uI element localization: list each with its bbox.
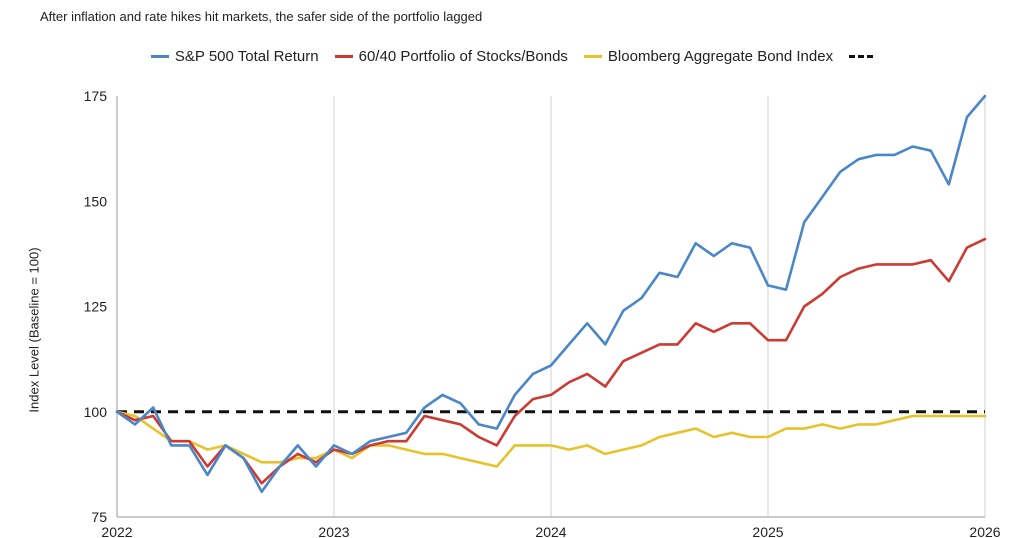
legend-label-sp500: S&P 500 Total Return <box>174 48 319 65</box>
legend-swatch-6040 <box>334 55 353 58</box>
chart-subtitle: After inflation and rate hikes hit marke… <box>40 9 483 24</box>
y-tick-label-150: 150 <box>84 193 108 209</box>
legend-item-6040[interactable]: 60/40 Portfolio of Stocks/Bonds <box>334 48 568 65</box>
x-tick-label-2024: 2024 <box>535 524 566 538</box>
y-tick-label-75: 75 <box>91 509 107 525</box>
legend-swatch-bond <box>583 55 602 58</box>
y-tick-label-100: 100 <box>84 404 108 420</box>
legend-swatch-baseline <box>849 55 874 58</box>
series-line-bond <box>115 410 987 468</box>
legend-item-baseline[interactable] <box>849 48 874 65</box>
legend-label-6040: 60/40 Portfolio of Stocks/Bonds <box>358 48 568 65</box>
legend-label-bond: Bloomberg Aggregate Bond Index <box>607 48 834 65</box>
series-line-sp500 <box>115 94 987 494</box>
legend-item-bond[interactable]: Bloomberg Aggregate Bond Index <box>583 48 834 65</box>
x-tick-label-2023: 2023 <box>318 524 349 538</box>
legend-item-sp500[interactable]: S&P 500 Total Return <box>150 48 319 65</box>
x-tick-label-2025: 2025 <box>752 524 783 538</box>
chart-legend: S&P 500 Total Return 60/40 Portfolio of … <box>0 48 1024 65</box>
y-tick-label-125: 125 <box>84 299 108 315</box>
y-tick-label-175: 175 <box>84 88 108 104</box>
series-line-6040 <box>115 237 987 485</box>
legend-swatch-sp500 <box>150 55 169 58</box>
x-tick-label-2026: 2026 <box>969 524 1000 538</box>
x-tick-label-2022: 2022 <box>101 524 132 538</box>
